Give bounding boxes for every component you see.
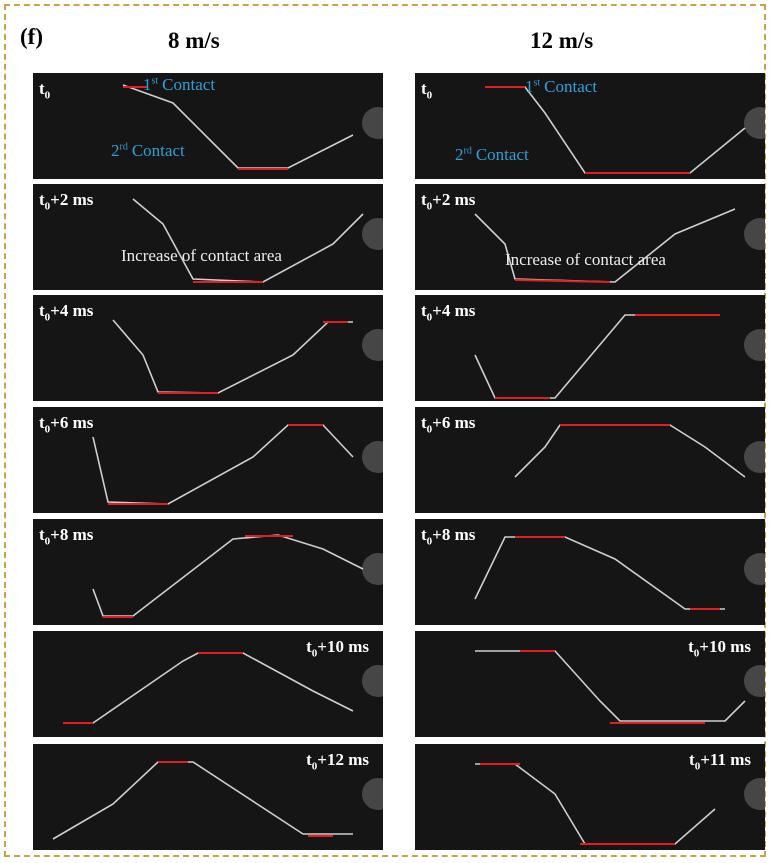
label-suffix: +2 ms (50, 190, 93, 209)
annotation: 2rd Contact (455, 145, 529, 165)
membrane-curve (93, 425, 353, 504)
image-frame: t01stContact2rdContact (415, 73, 765, 179)
annotation-rest: Contact (544, 77, 597, 96)
frame-label: t0+10 ms (688, 637, 751, 659)
light-spot (744, 778, 765, 810)
membrane-curve (63, 653, 353, 723)
membrane-curve (475, 764, 715, 844)
annotation: Increase of contact area (121, 246, 282, 266)
frame-label: t0 (421, 79, 432, 101)
light-spot (744, 329, 765, 361)
image-frame: t0+11 ms (415, 744, 765, 850)
annotation-rest: Contact (132, 141, 185, 160)
membrane-curve (475, 209, 735, 282)
light-spot (744, 441, 765, 473)
image-frame: t0+4 ms (415, 295, 765, 401)
light-spot (362, 553, 383, 585)
column-title: 12 m/s (530, 28, 593, 54)
label-suffix: +2 ms (432, 190, 475, 209)
label-suffix: +8 ms (432, 525, 475, 544)
frame-label: t0+8 ms (39, 525, 93, 547)
frame-label: t0+2 ms (421, 190, 475, 212)
column-title: 8 m/s (168, 28, 220, 54)
annotation-sup: st (152, 75, 159, 86)
image-frame: t0+8 ms (415, 519, 765, 625)
frame-label: t0+6 ms (39, 413, 93, 435)
annotation-rest: Contact (476, 145, 529, 164)
light-spot (362, 778, 383, 810)
annotation-main: 1 (525, 77, 534, 96)
frame-label: t0+10 ms (306, 637, 369, 659)
frame-label: t0+11 ms (689, 750, 751, 772)
contact-line (515, 280, 610, 282)
membrane-curve (133, 199, 363, 282)
light-spot (744, 107, 765, 139)
annotation-sup: rd (464, 145, 472, 156)
membrane-curve (93, 535, 363, 616)
annotation-main: Increase of contact area (121, 246, 282, 265)
image-frame: t0+10 ms (415, 631, 765, 737)
page: {"panel_label": "(f)", "columns": [ {"ti… (0, 0, 772, 863)
annotation-sup: st (534, 77, 541, 88)
image-frame: t0+6 ms (415, 407, 765, 513)
label-suffix: +8 ms (50, 525, 93, 544)
light-spot (362, 218, 383, 250)
annotation-sup: rd (120, 141, 128, 152)
label-suffix: +4 ms (50, 301, 93, 320)
frame-label: t0+4 ms (421, 301, 475, 323)
membrane-curve (475, 651, 745, 721)
image-frame: t0+2 ms Increase of contact area (415, 184, 765, 290)
light-spot (744, 218, 765, 250)
annotation-main: 1 (143, 75, 152, 94)
label-sub: 0 (427, 89, 433, 101)
image-frame: t0+2 ms Increase of contact area (33, 184, 383, 290)
frame-label: t0+4 ms (39, 301, 93, 323)
label-suffix: +10 ms (699, 637, 751, 656)
frame-label: t0 (39, 79, 50, 101)
light-spot (362, 107, 383, 139)
label-sub: 0 (45, 89, 51, 101)
membrane-curve (53, 762, 353, 839)
label-suffix: +10 ms (317, 637, 369, 656)
panel-label: (f) (20, 24, 43, 50)
light-spot (362, 665, 383, 697)
image-frame: t0+6 ms (33, 407, 383, 513)
label-suffix: +4 ms (432, 301, 475, 320)
membrane-curve (475, 537, 725, 609)
frame-label: t0+12 ms (306, 750, 369, 772)
image-frame: t0+10 ms (33, 631, 383, 737)
annotation-main: Increase of contact area (505, 250, 666, 269)
image-frame: t0+8 ms (33, 519, 383, 625)
label-suffix: +11 ms (700, 750, 751, 769)
frame-label: t0+2 ms (39, 190, 93, 212)
membrane-curve (113, 320, 353, 393)
annotation: 2rd Contact (111, 141, 185, 161)
label-suffix: +12 ms (317, 750, 369, 769)
light-spot (744, 553, 765, 585)
image-frame: t0+4 ms (33, 295, 383, 401)
frame-label: t0+8 ms (421, 525, 475, 547)
light-spot (362, 441, 383, 473)
annotation-main: 2 (455, 145, 464, 164)
membrane-curve (475, 315, 720, 398)
label-suffix: +6 ms (432, 413, 475, 432)
membrane-curve (515, 425, 745, 477)
annotation-rest: Contact (162, 75, 215, 94)
annotation: Increase of contact area (505, 250, 666, 270)
annotation: 1stContact (143, 75, 215, 95)
annotation-main: 2 (111, 141, 120, 160)
label-suffix: +6 ms (50, 413, 93, 432)
frame-label: t0+6 ms (421, 413, 475, 435)
image-frame: t0+12 ms (33, 744, 383, 850)
light-spot (744, 665, 765, 697)
light-spot (362, 329, 383, 361)
